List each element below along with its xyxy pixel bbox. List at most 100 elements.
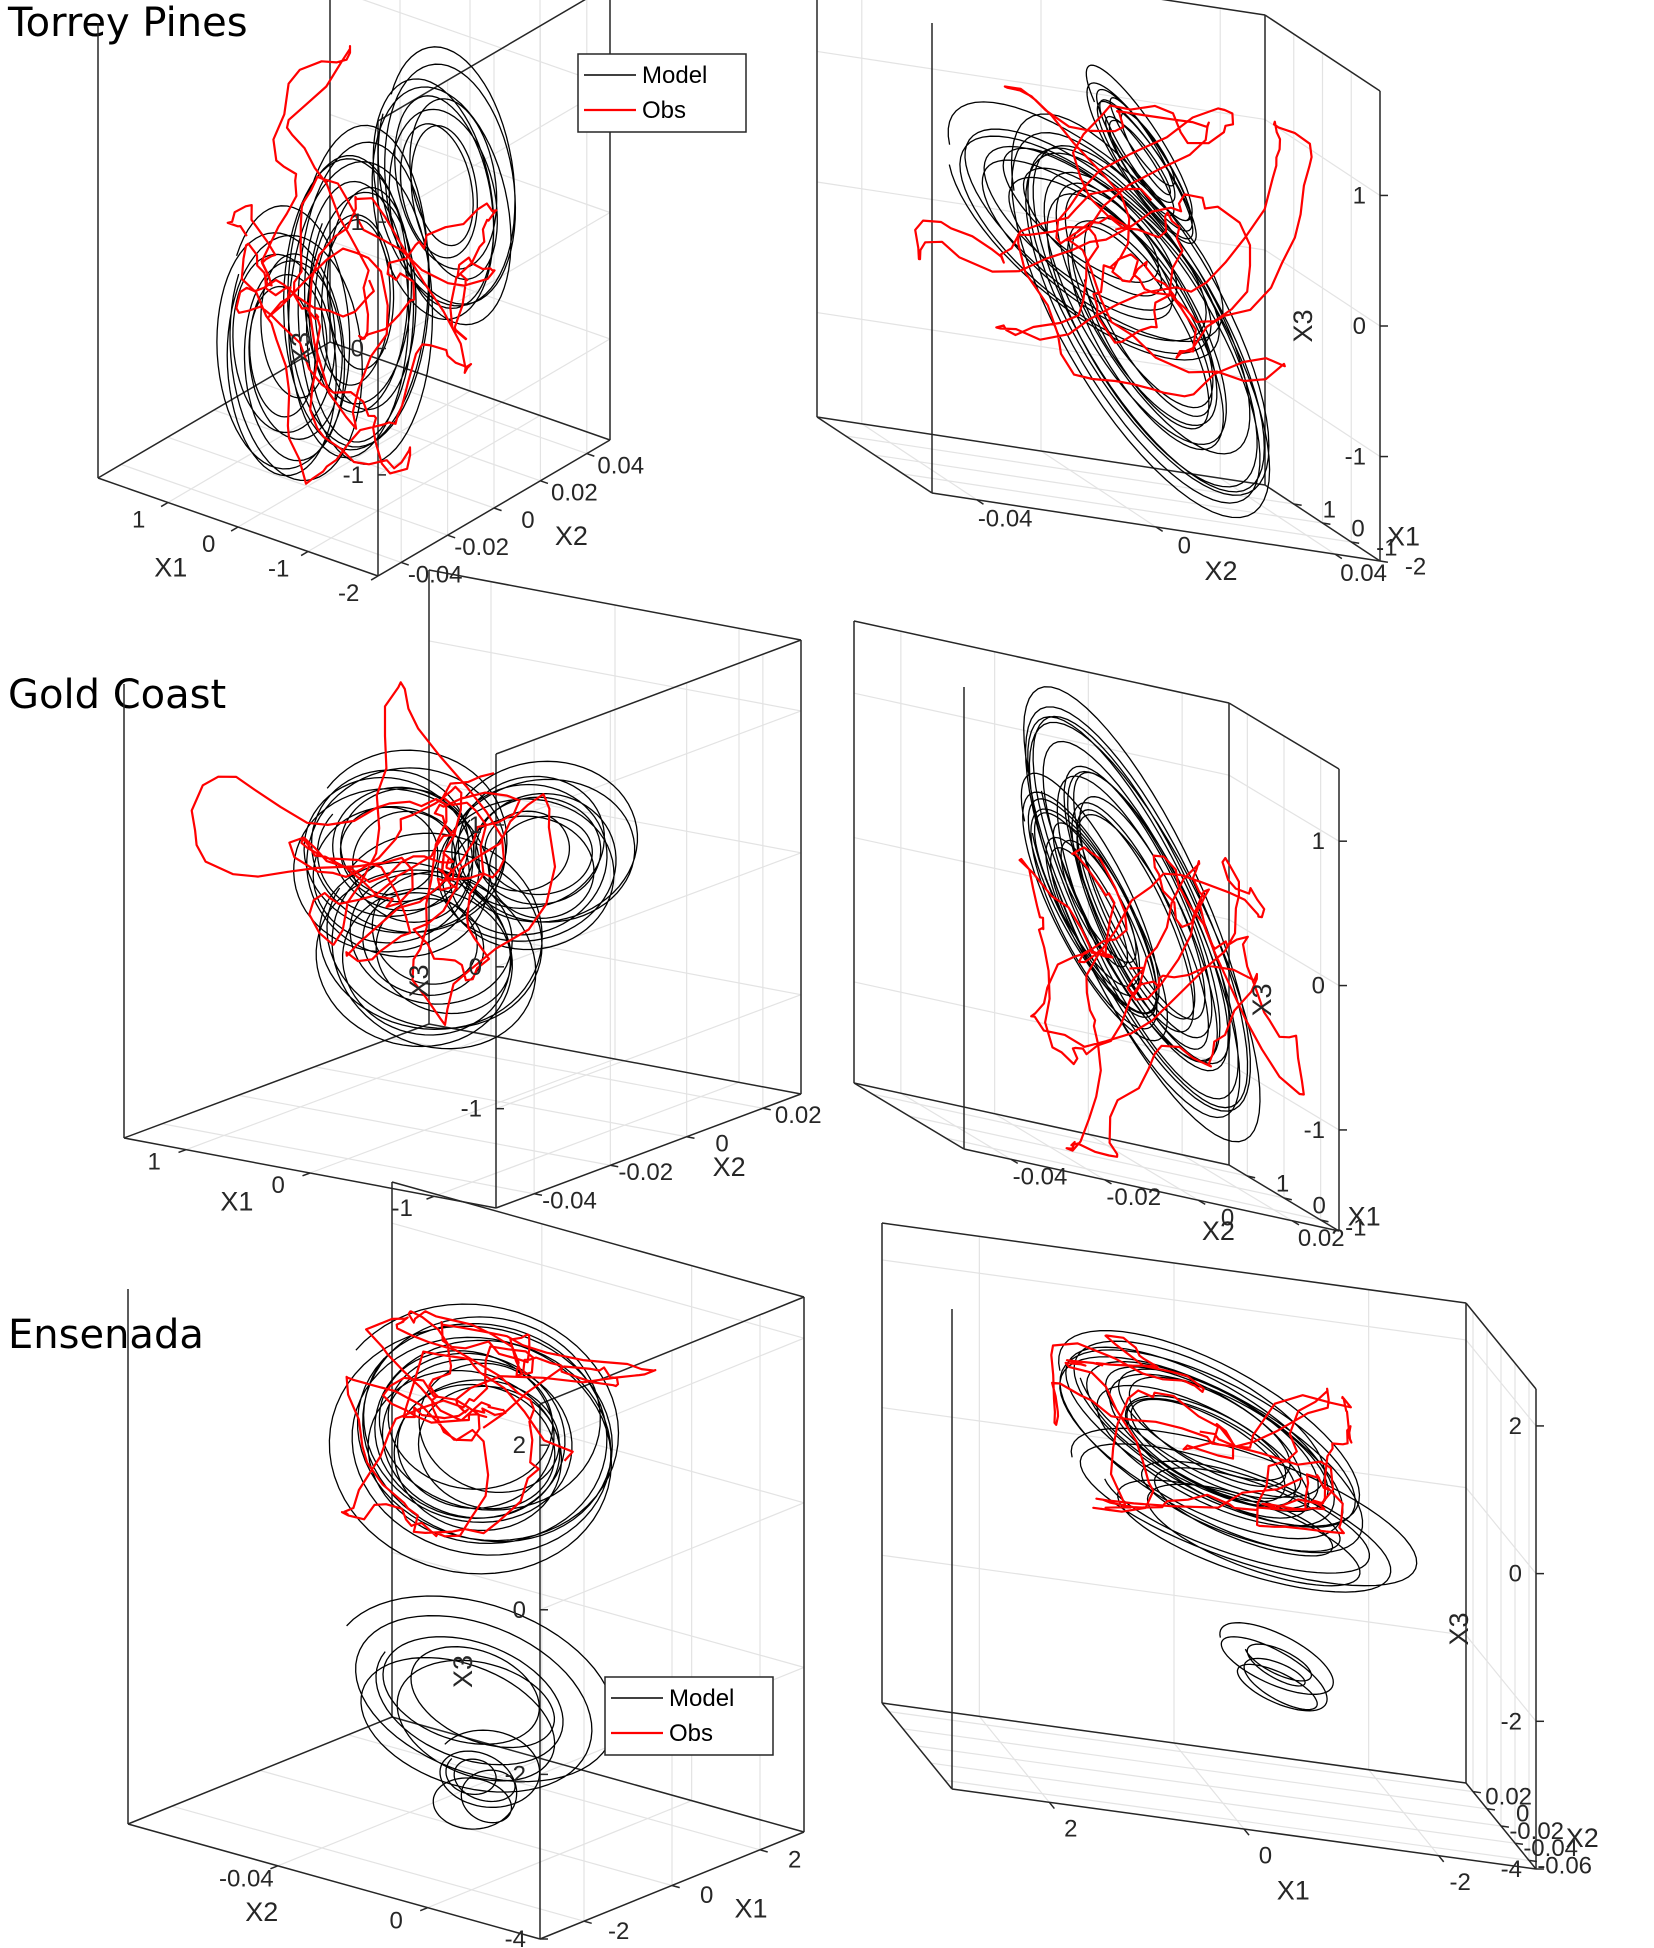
x-tick-label: -0.04 bbox=[1013, 1164, 1068, 1191]
y-tick-label: -1 bbox=[1376, 534, 1397, 561]
x-axis-line bbox=[127, 1716, 393, 1825]
y-axis-label: X2 bbox=[555, 521, 588, 551]
z-tick-label: 0 bbox=[351, 336, 364, 363]
y-tick-label: -0.02 bbox=[618, 1159, 673, 1186]
x-tick-label: -0.04 bbox=[978, 506, 1033, 533]
z-tick-label: -1 bbox=[1345, 444, 1366, 471]
y-tick-label: 0 bbox=[700, 1882, 713, 1909]
z-tick-label: 1 bbox=[1353, 182, 1366, 209]
back-edge bbox=[881, 1222, 1467, 1304]
gridlines bbox=[121, 0, 611, 577]
z-axis-label: X3 bbox=[1288, 309, 1318, 342]
y-tick-label: -0.04 bbox=[542, 1187, 597, 1214]
axes-box bbox=[853, 620, 1340, 1232]
obs-trajectory bbox=[914, 85, 1313, 398]
y-tick-label: 1 bbox=[1323, 496, 1336, 523]
model-trajectory bbox=[947, 101, 1224, 361]
tick-labels: -1 0 1 -0.04 -0.02 0 0.02 -1 0 1 bbox=[147, 812, 821, 1222]
back-edge bbox=[428, 1023, 802, 1095]
x-tick-label: 0 bbox=[389, 1907, 402, 1934]
z-axis-label: X3 bbox=[286, 332, 316, 365]
z-tick-label: -2 bbox=[505, 1761, 526, 1788]
axes-box bbox=[881, 1222, 1537, 1870]
y-tick-label: 0.02 bbox=[1485, 1783, 1532, 1810]
model-trajectory bbox=[436, 760, 639, 951]
section-title-gold-coast: Gold Coast bbox=[8, 672, 226, 718]
legend-obs-label: Obs bbox=[642, 97, 686, 124]
y-tick-label: -0.06 bbox=[1537, 1852, 1592, 1879]
z-tick-label: -4 bbox=[505, 1926, 526, 1948]
z-tick-label: 1 bbox=[1312, 828, 1325, 855]
y-tick-label: 2 bbox=[788, 1847, 801, 1874]
x-tick-label: 0 bbox=[1178, 533, 1191, 560]
model-trajectory bbox=[346, 1595, 616, 1793]
x-axis-line bbox=[123, 1023, 430, 1139]
back-edge bbox=[495, 639, 802, 755]
legend-model-label: Model bbox=[669, 1685, 734, 1712]
back-edge bbox=[881, 1702, 1467, 1784]
y-tick-label: -2 bbox=[1405, 553, 1426, 580]
back-edge bbox=[1465, 1302, 1537, 1390]
legend-obs-label: Obs bbox=[669, 1720, 713, 1747]
gridlines bbox=[162, 581, 802, 1197]
z-tick-label: 0 bbox=[1509, 1561, 1522, 1588]
obs-trajectory bbox=[190, 681, 557, 1026]
model-trajectory bbox=[1023, 686, 1261, 1143]
back-edge bbox=[1264, 14, 1381, 92]
axis-labels: X1 X2 X3 bbox=[1277, 1612, 1599, 1905]
x-axis-label: X2 bbox=[1202, 1216, 1235, 1246]
model-trajectory bbox=[1085, 64, 1197, 245]
obs-trajectory bbox=[340, 1310, 657, 1538]
trajectories bbox=[914, 64, 1313, 519]
z-axis-label: X3 bbox=[1444, 1612, 1474, 1645]
z-tick-label: -4 bbox=[1501, 1856, 1522, 1883]
back-edge bbox=[1228, 702, 1340, 770]
trajectories bbox=[190, 681, 639, 1050]
back-edge bbox=[495, 1093, 802, 1209]
model-trajectory bbox=[328, 1303, 620, 1575]
y-tick-label: 0 bbox=[1516, 1801, 1529, 1828]
z-tick-label: -1 bbox=[461, 1096, 482, 1123]
x-tick-label: 0.02 bbox=[1298, 1225, 1345, 1252]
model-trajectory bbox=[1219, 1622, 1334, 1712]
back-edge bbox=[391, 1181, 805, 1298]
y-axis-label: X1 bbox=[1348, 1202, 1381, 1232]
y-axis-line bbox=[963, 1148, 1340, 1232]
z-tick-label: -2 bbox=[1501, 1708, 1522, 1735]
z-axis-label: X3 bbox=[1247, 983, 1277, 1016]
y-tick-label: 0 bbox=[1312, 1193, 1325, 1220]
axis-labels: X1 X2 X3 bbox=[154, 332, 588, 582]
legend: Model Obs bbox=[577, 53, 747, 133]
y-tick-label: -1 bbox=[1345, 1215, 1366, 1242]
x-tick-label: 0 bbox=[1221, 1205, 1234, 1232]
z-axis-label: X3 bbox=[404, 964, 434, 997]
axes-box bbox=[127, 1181, 805, 1940]
z-tick-label: 0 bbox=[513, 1597, 526, 1624]
trajectories bbox=[1050, 1330, 1418, 1712]
axis-labels: X2 X1 X3 bbox=[1202, 983, 1381, 1246]
z-tick-label: 1 bbox=[351, 209, 364, 236]
trajectories bbox=[216, 45, 517, 485]
back-edge bbox=[428, 569, 802, 641]
x-axis-line bbox=[816, 416, 933, 494]
z-tick-label: 2 bbox=[1509, 1413, 1522, 1440]
y-tick-label: 0 bbox=[1351, 515, 1364, 542]
z-tick-label: 0 bbox=[1312, 973, 1325, 1000]
x-axis-label: X2 bbox=[245, 1897, 278, 1927]
y-axis-line bbox=[127, 1823, 541, 1940]
y-axis-label: X1 bbox=[1387, 521, 1420, 551]
x-tick-label: 0.04 bbox=[1340, 560, 1387, 587]
x-tick-label: 0 bbox=[271, 1172, 284, 1199]
model-trajectory bbox=[315, 832, 543, 1050]
x-tick-label: -2 bbox=[1449, 1869, 1470, 1896]
y-tick-label: 0 bbox=[521, 507, 534, 534]
legend-model-label: Model bbox=[642, 62, 707, 89]
y-axis-label: X2 bbox=[713, 1152, 746, 1182]
x-axis-label: X1 bbox=[220, 1186, 253, 1216]
y-tick-label: 0.04 bbox=[597, 452, 644, 479]
x-tick-label: -1 bbox=[268, 556, 289, 583]
